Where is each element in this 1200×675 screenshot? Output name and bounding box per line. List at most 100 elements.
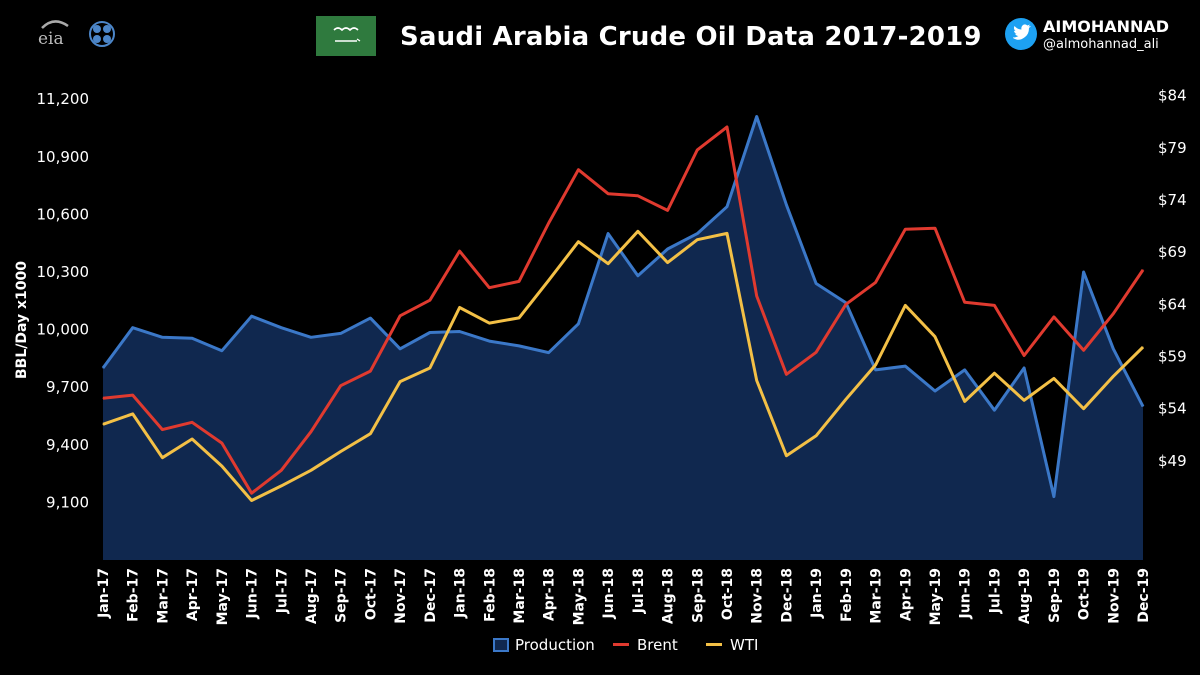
y-tick-label: 10,000 [37,321,90,339]
brent-point [399,315,401,317]
brent-point [696,149,698,151]
wti-point [637,230,639,232]
x-tick-label: Oct-17 [363,568,379,620]
wti-point [607,263,609,265]
x-tick-label: Jun-18 [601,568,617,619]
saudi-flag-icon [316,16,376,56]
production-point [785,204,787,206]
x-tick-label: Apr-19 [898,568,914,621]
wti-point [280,485,282,487]
brent-point [845,303,847,305]
brent-point [161,429,163,431]
brent-point [132,394,134,396]
y2-tick-label: $59 [1158,348,1187,366]
legend-production-swatch [493,638,509,652]
brent-point [102,397,104,399]
wti-point [577,241,579,243]
y2-tick-label: $54 [1158,400,1187,418]
production-point [221,350,223,352]
x-tick-label: Apr-18 [542,568,558,621]
brent-point [607,193,609,195]
y-tick-label: 10,900 [37,148,90,166]
production-point [399,348,401,350]
wti-point [191,438,193,440]
brent-point [726,126,728,128]
brent-point [637,195,639,197]
production-point [488,340,490,342]
brent-point [964,301,966,303]
y2-tick-label: $84 [1158,87,1187,105]
production-point [251,315,253,317]
production-point [280,327,282,329]
wti-point [815,435,817,437]
brent-point [756,295,758,297]
x-tick-label: Sep-19 [1047,568,1063,623]
production-point [1023,367,1025,369]
wti-point [964,400,966,402]
y-axis-label: BBL/Day x1000 [14,261,30,379]
wti-point [132,413,134,415]
brent-point [667,209,669,211]
twitter-bird-icon[interactable] [1005,18,1037,50]
x-tick-label: Aug-17 [304,568,320,624]
x-tick-label: Dec-19 [1136,568,1152,623]
brent-point [221,442,223,444]
brent-point [488,287,490,289]
wti-point [696,239,698,241]
production-point [756,115,758,117]
production-point [1112,348,1114,350]
x-tick-label: Jun-19 [958,568,974,619]
brent-point [815,351,817,353]
production-point [132,327,134,329]
x-tick-label: Jun-17 [245,568,261,619]
brent-point [310,431,312,433]
wti-point [904,304,906,306]
wti-point [934,336,936,338]
legend-brent: Brent [613,636,678,654]
x-tick-label: May-18 [571,568,587,625]
x-tick-label: Jul-19 [987,568,1003,614]
x-tick-label: Jan-17 [96,568,112,619]
wti-point [161,457,163,459]
wti-point [251,500,253,502]
production-point [934,390,936,392]
handle-tag[interactable]: @almohannad_ali [1043,37,1159,52]
x-tick-label: Dec-18 [779,568,795,623]
wti-point [785,455,787,457]
brent-point [459,250,461,252]
x-tick-label: Mar-18 [512,568,528,624]
brent-point [904,228,906,230]
brent-point [577,169,579,171]
wti-point [102,423,104,425]
x-tick-label: Dec-17 [423,568,439,623]
x-tick-label: Jul-17 [274,568,290,614]
x-tick-label: Feb-18 [482,568,498,622]
wti-point [429,367,431,369]
production-point [667,248,669,250]
wti-line [102,229,1145,502]
production-line [101,115,1145,499]
handle-name: AIMOHANNAD [1043,17,1170,36]
production-point [577,323,579,325]
x-tick-label: Jul-18 [631,568,647,614]
y-tick-label: 9,100 [46,493,89,511]
y2-tick-label: $74 [1158,191,1187,209]
wti-point [548,279,550,281]
eia-logo-icon: eia [38,20,69,48]
x-tick-label: Sep-17 [334,568,350,623]
legend-production-label: Production [515,636,595,654]
header: eia Saudi Arabia Crude Oil Data 2017-201… [0,0,1200,80]
brent-point [280,469,282,471]
y-tick-label: 10,600 [37,205,90,223]
x-tick-label: Oct-19 [1077,568,1093,620]
production-point [1142,405,1144,407]
production-point [815,283,817,285]
y-tick-label: 9,400 [46,436,89,454]
y2-tick-label: $69 [1158,243,1187,261]
brent-point [518,280,520,282]
brent-point [251,492,253,494]
production-point [548,352,550,354]
x-tick-label: Aug-18 [661,568,677,624]
production-point [369,317,371,319]
